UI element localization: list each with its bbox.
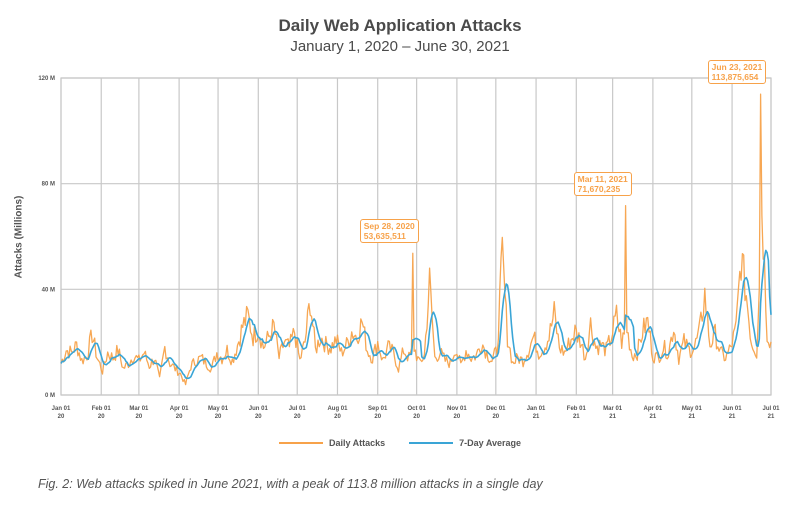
x-tick-label: Jun 01 [249, 406, 269, 412]
annotation-value: 53,635,511 [363, 231, 406, 242]
legend-swatch-daily [278, 442, 323, 444]
x-tick-label: Feb 01 [92, 406, 112, 412]
y-axis-ticks: 0 M 40 M 80 M 120 M [38, 76, 55, 399]
y-tick-label: 40 M [42, 287, 55, 293]
x-tick-label-year: 20 [294, 414, 301, 420]
x-tick-label: Nov 01 [447, 406, 467, 412]
chart-title: Daily Web Application Attacks [278, 16, 522, 35]
x-tick-label: Dec 01 [486, 406, 506, 412]
x-tick-label-year: 21 [768, 414, 775, 420]
x-tick-label-year: 20 [413, 414, 420, 420]
x-tick-label: Apr 01 [170, 406, 189, 412]
seven-day-average-line [60, 249, 772, 380]
x-tick-label: Mar 01 [603, 406, 623, 412]
y-tick-label: 0 M [45, 393, 55, 399]
x-tick-label: Jul 01 [289, 406, 307, 412]
annotation-value: 113,875,654 [711, 72, 759, 83]
annotation-date: Sep 28, 2020 [363, 221, 415, 232]
chart-subtitle: January 1, 2020 – June 30, 2021 [290, 38, 510, 55]
daily-attacks-line [60, 93, 772, 386]
x-tick-label: Aug 01 [327, 406, 348, 412]
x-axis-ticks: Jan 01 20 Feb 01 20 Mar 01 20 Apr 01 20 May 01 20… [52, 406, 781, 420]
x-tick-label-year: 20 [374, 414, 381, 420]
annotation-callout: Sep 28, 2020 53,635,511 [359, 219, 419, 244]
x-tick-label-year: 21 [650, 414, 657, 420]
x-tick-label-year: 21 [609, 414, 616, 420]
series-lines [60, 93, 772, 386]
x-tick-label-year: 20 [334, 414, 341, 420]
x-tick-label: Apr 01 [644, 406, 663, 412]
x-tick-label-year: 20 [176, 414, 183, 420]
x-tick-label: May 01 [682, 406, 703, 412]
x-tick-label: Jun 01 [723, 406, 743, 412]
legend-item-daily-attacks[interactable]: Daily Attacks [278, 438, 386, 448]
legend-label-daily: Daily Attacks [328, 438, 386, 448]
legend-item-7-day-average[interactable]: 7-Day Average [409, 438, 521, 448]
x-tick-label: Sep 01 [368, 406, 388, 412]
x-tick-label: Feb 01 [567, 406, 587, 412]
x-tick-label: Mar 01 [129, 406, 149, 412]
y-tick-label: 120 M [38, 76, 55, 82]
x-tick-label-year: 20 [98, 414, 105, 420]
x-tick-label-year: 21 [573, 414, 580, 420]
x-tick-label: Jan 01 [52, 406, 71, 412]
x-tick-label-year: 20 [58, 414, 65, 420]
x-tick-label: Jan 01 [527, 406, 546, 412]
x-tick-label-year: 21 [729, 414, 736, 420]
annotation-date: Mar 11, 2021 [577, 173, 628, 184]
x-tick-label-year: 21 [533, 414, 540, 420]
x-tick-label: May 01 [208, 406, 229, 412]
x-tick-label-year: 20 [136, 414, 143, 420]
x-tick-label-year: 20 [492, 414, 499, 420]
annotation-date: Jun 23, 2021 [711, 62, 763, 73]
legend-label-average: 7-Day Average [459, 438, 522, 448]
annotation-callout: Mar 11, 2021 71,670,235 [573, 171, 632, 196]
x-tick-label-year: 21 [688, 414, 695, 420]
x-tick-label-year: 20 [255, 414, 262, 420]
x-tick-label-year: 20 [215, 414, 222, 420]
y-tick-label: 80 M [42, 182, 55, 188]
legend-swatch-average [409, 442, 454, 444]
x-tick-label-year: 20 [454, 414, 461, 420]
legend: Daily Attacks 7-Day Average [0, 438, 800, 448]
annotation-value: 71,670,235 [577, 183, 621, 194]
x-tick-label: Jul 01 [762, 406, 780, 412]
figure-caption: Fig. 2: Web attacks spiked in June 2021,… [38, 477, 543, 491]
x-tick-label: Oct 01 [407, 406, 426, 412]
annotation-callout: Jun 23, 2021 113,875,654 [707, 60, 767, 85]
